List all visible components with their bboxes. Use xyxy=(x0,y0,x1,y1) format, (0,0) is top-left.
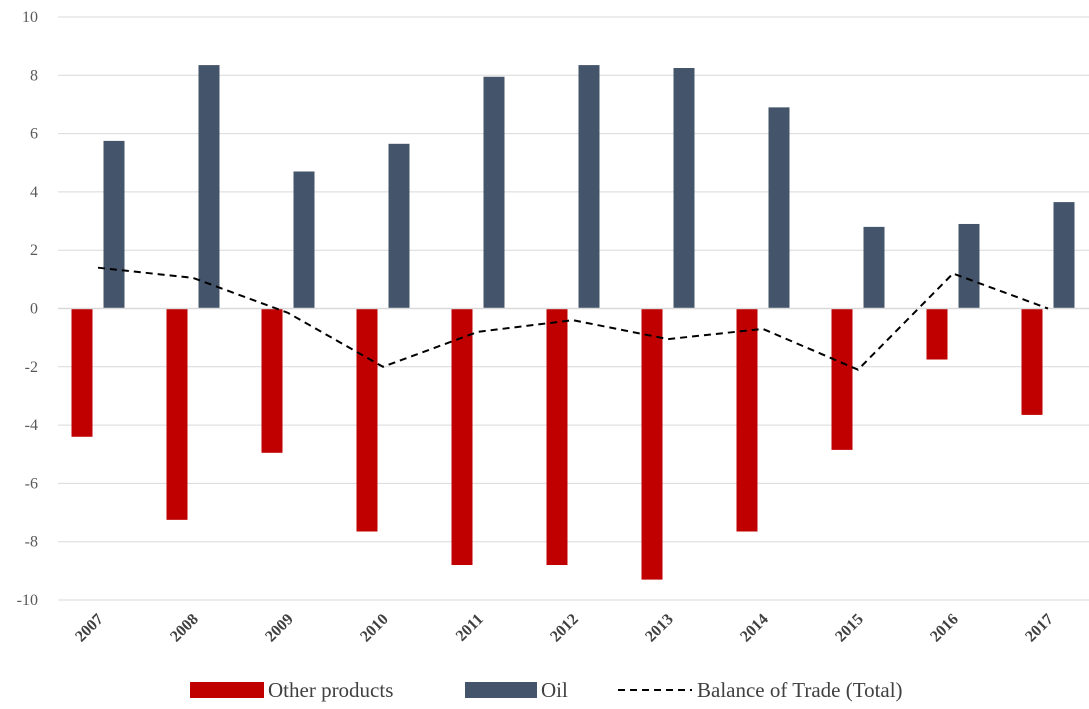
bar-other-products xyxy=(261,308,283,453)
y-tick-label: -6 xyxy=(25,475,38,492)
gridlines xyxy=(58,16,1089,601)
bar-oil xyxy=(768,107,790,309)
bar-oil xyxy=(483,76,505,309)
bar-oil xyxy=(1053,202,1075,309)
y-tick-label: -8 xyxy=(25,534,38,551)
y-tick-label: 2 xyxy=(30,242,38,259)
bar-other-products xyxy=(736,308,758,532)
bar-oil xyxy=(958,223,980,309)
bar-oil xyxy=(198,65,220,309)
bar-other-products xyxy=(451,308,473,566)
x-tick-label: 2009 xyxy=(262,611,297,646)
y-axis: 10 8 6 4 2 0 -2 -4 -6 -8 -10 xyxy=(17,9,38,609)
x-tick-label: 2017 xyxy=(1022,611,1057,646)
bar-other-products xyxy=(71,308,93,437)
bar-other-products xyxy=(356,308,378,532)
bar-other-products xyxy=(641,308,663,580)
legend-label-oil: Oil xyxy=(541,678,568,702)
x-tick-label: 2014 xyxy=(737,611,772,646)
bar-other-products xyxy=(166,308,188,520)
bar-oil xyxy=(578,65,600,309)
balance-of-trade-line xyxy=(97,266,1049,371)
y-tick-label: -2 xyxy=(25,359,38,376)
x-tick-label: 2010 xyxy=(357,611,392,646)
bar-other-products xyxy=(831,308,853,450)
y-tick-label: -4 xyxy=(25,417,38,434)
bar-other-products xyxy=(1021,308,1043,415)
x-tick-label: 2008 xyxy=(167,611,202,646)
legend-label-other-products: Other products xyxy=(268,678,393,702)
legend-label-balance: Balance of Trade (Total) xyxy=(697,678,903,702)
bars xyxy=(71,65,1075,580)
x-tick-label: 2007 xyxy=(72,611,107,646)
bar-oil xyxy=(293,171,315,309)
y-tick-label: 4 xyxy=(30,184,38,201)
bar-other-products xyxy=(546,308,568,566)
y-tick-label: 0 xyxy=(30,301,38,318)
bar-oil xyxy=(673,68,695,309)
legend-swatch-other-products xyxy=(190,682,264,698)
x-tick-label: 2016 xyxy=(927,611,962,646)
bar-oil xyxy=(388,143,410,309)
balance-line xyxy=(97,266,1049,371)
legend: Other products Oil Balance of Trade (Total… xyxy=(190,678,903,702)
x-tick-label: 2015 xyxy=(832,611,867,646)
x-tick-label: 2011 xyxy=(453,611,487,645)
bar-other-products xyxy=(926,308,948,360)
legend-swatch-oil xyxy=(465,682,537,698)
y-tick-label: 8 xyxy=(30,67,38,84)
y-tick-label: 6 xyxy=(30,126,38,143)
x-tick-label: 2013 xyxy=(642,611,677,646)
bar-oil xyxy=(103,140,125,309)
y-tick-label: 10 xyxy=(22,9,38,26)
x-tick-label: 2012 xyxy=(547,611,582,646)
y-tick-label: -10 xyxy=(17,592,38,609)
x-axis: 2007 2008 2009 2010 2011 2012 2013 2014 2015 2016… xyxy=(72,611,1057,646)
bar-oil xyxy=(863,226,885,309)
